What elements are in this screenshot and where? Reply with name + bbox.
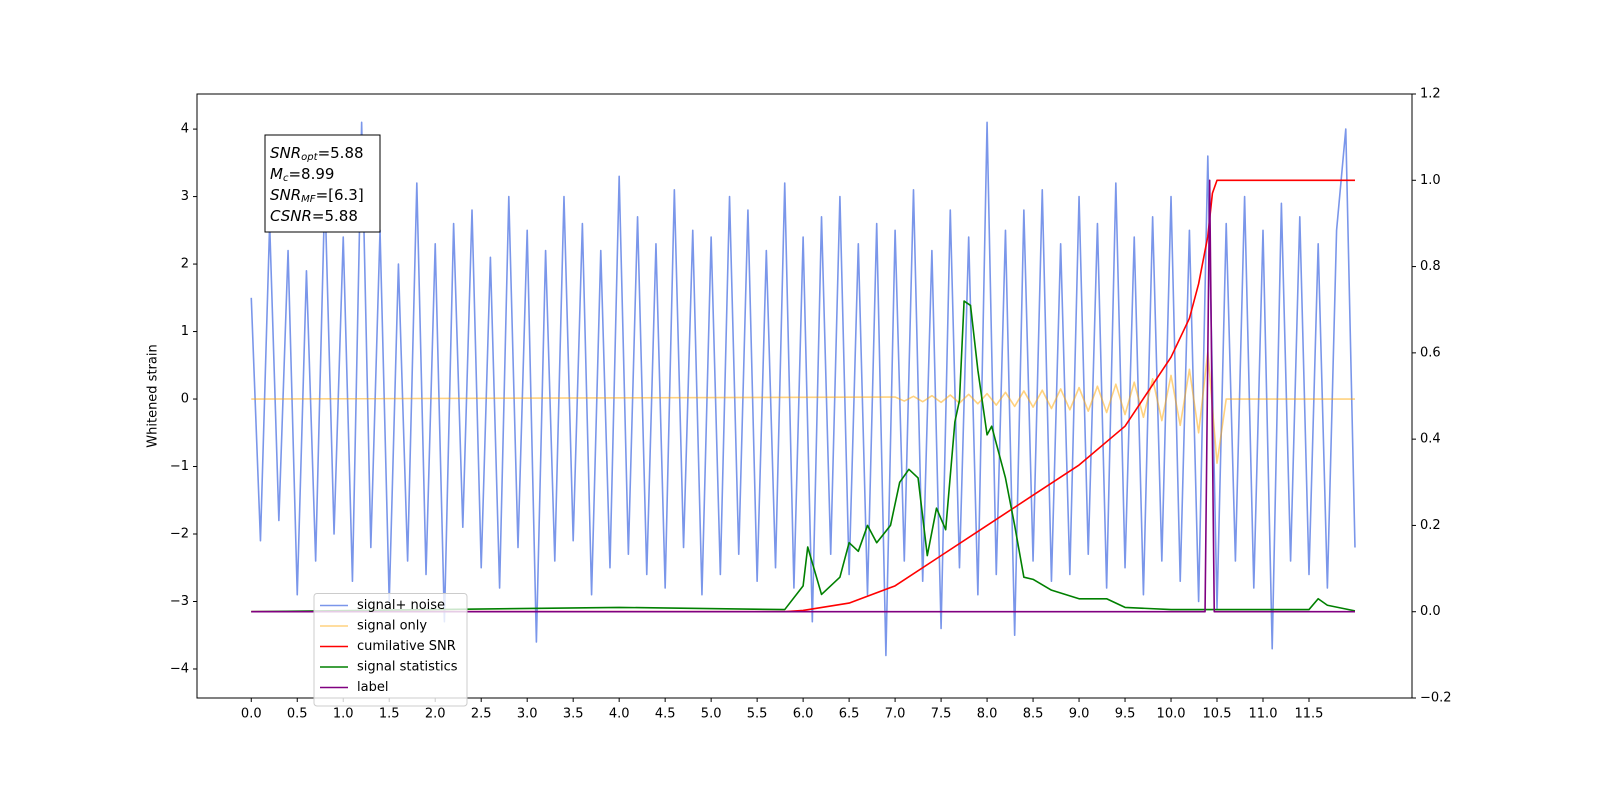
annotation-subscript: MF [301,194,316,205]
x-tick-label: 0.0 [241,707,262,722]
annotation-value: =8.99 [288,165,334,183]
x-tick-label: 6.0 [793,707,814,722]
x-tick-label: 1.0 [333,707,354,722]
annotation-text: SNRopt=5.88 [270,144,364,164]
legend-frame [313,593,468,707]
x-tick-label: 10.5 [1203,707,1232,722]
y-tick-label: 3 [181,189,189,204]
annotation-symbol: CSNR [270,207,312,225]
x-tick-label: 3.0 [517,707,538,722]
y2-tick-label: 0.2 [1420,518,1441,533]
annotation-symbol: SNR [270,186,301,204]
y2-tick-label: 0.8 [1420,259,1441,274]
x-tick-label: 2.5 [471,707,492,722]
annotation-value: =5.88 [312,207,358,225]
y2-tick-label: 0.4 [1420,432,1441,447]
annotation-value: =[6.3] [316,186,364,204]
x-tick-label: 8.5 [1023,707,1044,722]
x-tick-label: 6.5 [839,707,860,722]
x-tick-label: 0.5 [287,707,308,722]
legend-label: signal only [357,619,427,634]
x-tick-label: 2.0 [425,707,446,722]
annotation-subscript: c [283,173,289,184]
annotation-frame [264,134,381,233]
x-tick-label: 7.5 [931,707,952,722]
x-tick-label: 11.5 [1295,707,1324,722]
annotation-text: Mc=8.99 [270,165,334,185]
legend-label: cumilative SNR [357,639,456,654]
series-line [250,121,1356,657]
legend-label: signal statistics [357,660,458,675]
x-tick-label: 9.5 [1115,707,1136,722]
x-tick-label: 1.5 [379,707,400,722]
annotation-symbol: SNR [270,144,301,162]
annotation-subscript: opt [301,152,318,163]
series-line [251,351,1355,464]
annotation-text: CSNR=5.88 [270,207,358,225]
legend-label: label [357,680,388,695]
y2-tick-label: 1.0 [1420,173,1441,188]
x-tick-label: 7.0 [885,707,906,722]
x-tick-label: 8.0 [977,707,998,722]
y2-tick-label: 1.2 [1420,87,1441,102]
legend-label: signal+ noise [357,598,445,613]
y-tick-label: −4 [170,661,189,676]
x-tick-label: 4.5 [655,707,676,722]
y-tick-label: −3 [170,594,189,609]
y2-tick-label: 0.6 [1420,345,1441,360]
y-tick-label: 4 [181,122,189,137]
y-tick-label: 2 [181,257,189,272]
x-tick-label: 4.0 [609,707,630,722]
x-tick-label: 9.0 [1069,707,1090,722]
y-tick-label: 1 [181,324,189,339]
annotation-value: =5.88 [318,144,364,162]
y-axis-label: Whitened strain [146,344,161,447]
x-tick-label: 5.5 [747,707,768,722]
y-tick-label: −2 [170,527,189,542]
series-line [251,179,1355,613]
legend: signal+ noise signal only cumilative SNR si… [313,593,468,707]
y-tick-label: −1 [170,459,189,474]
annotation-text: SNRMF=[6.3] [270,186,364,206]
plot-frame [196,93,1413,699]
x-tick-label: 5.0 [701,707,722,722]
x-tick-label: 3.5 [563,707,584,722]
x-tick-label: 11.0 [1249,707,1278,722]
y-tick-label: 0 [181,392,189,407]
annotation-symbol: M [270,165,283,183]
x-tick-label: 10.0 [1157,707,1186,722]
y2-tick-label: 0.0 [1420,604,1441,619]
series-line [251,300,1356,613]
y2-tick-label: −0.2 [1420,691,1452,706]
